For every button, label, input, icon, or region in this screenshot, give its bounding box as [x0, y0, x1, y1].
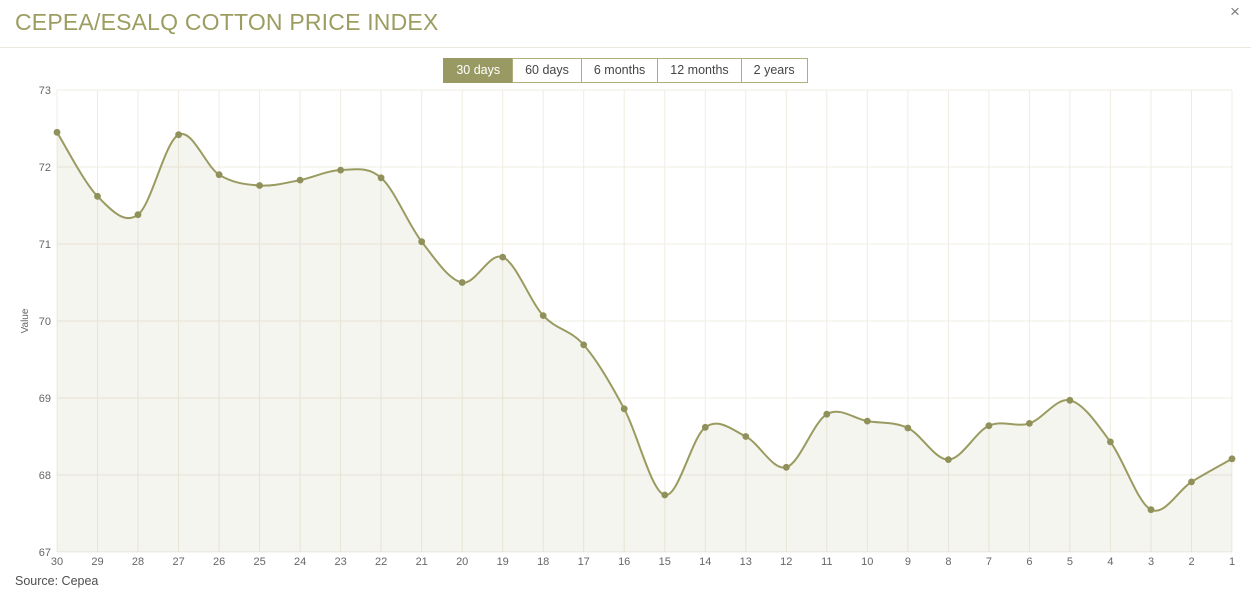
svg-text:6: 6 [1026, 556, 1032, 568]
svg-text:69: 69 [39, 393, 51, 405]
svg-text:15: 15 [659, 556, 671, 568]
svg-text:3: 3 [1148, 556, 1154, 568]
svg-text:71: 71 [39, 239, 51, 251]
svg-text:18: 18 [537, 556, 549, 568]
range-button-2-years[interactable]: 2 years [740, 58, 808, 83]
svg-text:25: 25 [253, 556, 265, 568]
range-button-30-days[interactable]: 30 days [443, 58, 514, 83]
range-selector: 30 days 60 days 6 months 12 months 2 yea… [0, 58, 1251, 83]
svg-text:17: 17 [578, 556, 590, 568]
svg-text:67: 67 [39, 547, 51, 559]
svg-text:12: 12 [780, 556, 792, 568]
svg-text:8: 8 [945, 556, 951, 568]
svg-text:28: 28 [132, 556, 144, 568]
svg-text:7: 7 [986, 556, 992, 568]
svg-text:24: 24 [294, 556, 306, 568]
svg-text:20: 20 [456, 556, 468, 568]
close-icon[interactable]: × [1225, 2, 1245, 22]
page-title: CEPEA/ESALQ COTTON PRICE INDEX [15, 9, 439, 35]
svg-text:13: 13 [740, 556, 752, 568]
svg-text:22: 22 [375, 556, 387, 568]
svg-text:2: 2 [1188, 556, 1194, 568]
svg-text:4: 4 [1107, 556, 1113, 568]
svg-text:9: 9 [905, 556, 911, 568]
svg-text:30: 30 [51, 556, 63, 568]
svg-text:19: 19 [497, 556, 509, 568]
svg-text:72: 72 [39, 162, 51, 174]
svg-text:Value: Value [20, 308, 31, 333]
svg-text:68: 68 [39, 470, 51, 482]
svg-text:26: 26 [213, 556, 225, 568]
svg-text:21: 21 [416, 556, 428, 568]
svg-text:73: 73 [39, 85, 51, 97]
svg-text:27: 27 [172, 556, 184, 568]
svg-text:10: 10 [861, 556, 873, 568]
svg-text:29: 29 [91, 556, 103, 568]
svg-text:5: 5 [1067, 556, 1073, 568]
source-note: Source: Cepea [15, 574, 99, 588]
svg-text:70: 70 [39, 316, 51, 328]
range-button-12-months[interactable]: 12 months [657, 58, 742, 83]
header-divider [0, 47, 1251, 48]
range-button-6-months[interactable]: 6 months [580, 58, 659, 83]
svg-text:23: 23 [334, 556, 346, 568]
svg-text:1: 1 [1229, 556, 1235, 568]
svg-text:16: 16 [618, 556, 630, 568]
svg-text:14: 14 [699, 556, 711, 568]
svg-text:11: 11 [821, 556, 832, 568]
range-button-60-days[interactable]: 60 days [512, 58, 582, 83]
